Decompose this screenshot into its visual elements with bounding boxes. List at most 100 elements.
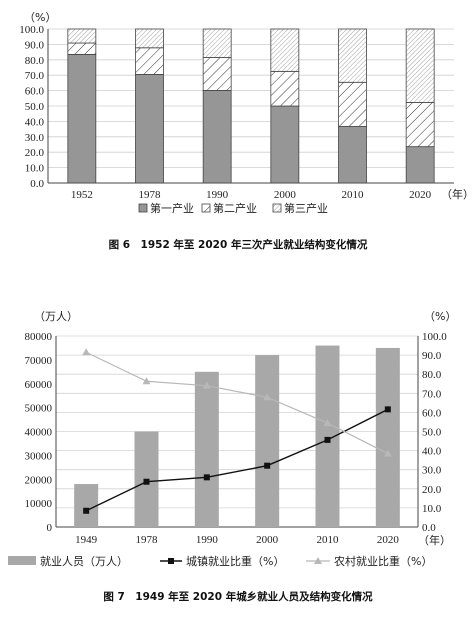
- chart2-x-unit: （年）: [418, 533, 451, 547]
- chart1-legend-label: 第二产业: [213, 201, 257, 215]
- chart1-y-unit: （%）: [24, 11, 56, 24]
- chart2-point-square: [324, 436, 331, 443]
- chart2-x-ticks: 1949 1978 1990 2000 2010 2020: [75, 534, 399, 546]
- chart1-y-tick-label: 50.0: [25, 101, 45, 113]
- chart1-y-ticks: 0.0 10.0 20.0 30.0 40.0 50.0 60.0 70.0 80.0 90.0 1…: [19, 24, 44, 190]
- chart2-point-triangle: [142, 377, 151, 385]
- chart2-y-ticks-right: 0.0 10.0 20.0 30.0 40.0 50.0 60.0 70.0 80.0 90.0 1…: [422, 331, 447, 534]
- chart2-y-tick-label-left: 30000: [25, 450, 53, 462]
- chart2-caption: 图 7 1949 年至 2020 年城乡就业人员及结构变化情况: [103, 590, 373, 603]
- chart1-bar-segment: [405, 28, 435, 103]
- chart2-y-tick-label-right: 50.0: [422, 427, 442, 439]
- chart1-bar-segment: [405, 102, 435, 148]
- chart2-point-square: [143, 478, 150, 485]
- chart2-bar: [375, 347, 400, 527]
- chart1-y-tick-label: 90.0: [25, 39, 45, 51]
- chart1-y-tick-label: 80.0: [25, 55, 45, 67]
- chart2-legend-label: 就业人员（万人）: [40, 554, 128, 568]
- chart2-y-tick-label-right: 10.0: [422, 503, 442, 515]
- chart1-bar-segment: [67, 42, 97, 55]
- chart1-bar-segment: [202, 28, 232, 58]
- chart1-bar-segment: [405, 146, 435, 184]
- chart2-x-tick-label: 1990: [196, 534, 219, 546]
- chart2-y-tick-label-left: 70000: [25, 355, 53, 367]
- chart2-point-triangle: [383, 449, 392, 457]
- chart2-point-triangle: [202, 381, 211, 389]
- chart2-point-triangle: [82, 348, 91, 356]
- chart2-series-line: [85, 408, 389, 512]
- chart1-bar-segment: [202, 90, 232, 184]
- chart2-lines: [82, 348, 392, 514]
- chart1-x-tick-label: 2000: [274, 189, 297, 201]
- chart1-bar-segment: [270, 28, 300, 72]
- chart1-bar-segment: [135, 74, 164, 184]
- chart1-legend-swatch: [138, 203, 148, 213]
- chart2-y-tick-label-left: 80000: [25, 331, 53, 343]
- chart1-bar-segment: [270, 70, 300, 107]
- chart2-x-tick-label: 1949: [75, 534, 98, 546]
- chart2-series-line: [85, 351, 389, 455]
- chart1-x-tick-label: 2010: [342, 189, 365, 201]
- chart2-y-tick-label-left: 40000: [25, 427, 53, 439]
- chart1-bar-segment: [135, 47, 164, 75]
- chart1-bar-segment: [67, 54, 97, 184]
- chart1-y-tick-label: 70.0: [25, 70, 45, 82]
- chart1-y-tick-label: 0.0: [30, 178, 44, 190]
- chart1-x-tick-label: 1952: [71, 189, 93, 201]
- chart1-y-tick-label: 40.0: [25, 116, 45, 128]
- chart2-bar: [255, 355, 280, 527]
- chart1-bar-segment: [338, 28, 367, 83]
- chart1-x-ticks: 1952 1978 1990 2000 2010 2020: [71, 189, 432, 201]
- chart1-legend: 第一产业 第二产业 第三产业: [138, 201, 328, 215]
- chart2-legend-label: 农村就业比重（%）: [334, 554, 432, 568]
- chart2-y-unit-left: （万人）: [34, 310, 78, 323]
- chart1-legend-label: 第三产业: [284, 201, 328, 215]
- chart1-y-tick-label: 20.0: [25, 147, 45, 159]
- chart1-bars: [67, 28, 435, 184]
- chart2-y-tick-label-left: 50000: [25, 403, 53, 415]
- chart-employment-structure: （%） 0.0 10.0 20.0 30.0 40.0 50.0 60.0 70.0 80.0 9…: [19, 11, 474, 251]
- chart2-y-tick-label-left: 10000: [25, 498, 53, 510]
- chart1-y-tick-label: 60.0: [25, 86, 45, 98]
- chart2-x-tick-label: 2000: [256, 534, 279, 546]
- chart2-y-tick-label-left: 60000: [25, 379, 53, 391]
- chart2-gridlines: [55, 335, 419, 528]
- chart2-y-tick-label-right: 0.0: [422, 522, 436, 534]
- chart1-y-tick-label: 100.0: [19, 24, 44, 36]
- chart1-legend-label: 第一产业: [150, 201, 194, 215]
- chart1-y-tick-label: 10.0: [25, 163, 45, 175]
- chart2-point-square: [83, 507, 90, 514]
- chart1-x-tick-label: 1990: [206, 189, 229, 201]
- chart1-bar-segment: [338, 126, 367, 184]
- chart1-legend-swatch: [201, 203, 211, 213]
- chart2-y-tick-label-right: 60.0: [422, 407, 442, 419]
- chart2-y-tick-label-right: 40.0: [422, 446, 442, 458]
- chart2-bar: [74, 484, 99, 527]
- chart2-y-tick-label-left: 0: [47, 522, 53, 534]
- chart2-y-tick-label-right: 90.0: [422, 350, 442, 362]
- chart2-legend-label: 城镇就业比重（%）: [186, 554, 284, 568]
- chart2-legend-swatch-triangle: [314, 557, 322, 564]
- chart2-point-triangle: [263, 393, 272, 401]
- chart1-bar-segment: [67, 28, 97, 44]
- chart2-bars: [74, 345, 400, 527]
- chart1-y-tick-label: 30.0: [25, 132, 45, 144]
- chart2-x-tick-label: 2020: [377, 534, 400, 546]
- chart-urban-rural-employment: （万人） （%） 0 10000 20000 30000 40000 50000 60000…: [8, 310, 456, 603]
- chart2-point-triangle: [323, 419, 332, 427]
- chart2-point-square: [384, 406, 391, 413]
- chart2-legend-swatch-bar: [8, 556, 36, 565]
- chart1-bar-segment: [270, 105, 300, 184]
- chart2-x-tick-label: 2010: [317, 534, 340, 546]
- chart2-legend: 就业人员（万人） 城镇就业比重（%） 农村就业比重（%）: [8, 554, 432, 568]
- chart2-y-tick-label-right: 80.0: [422, 369, 442, 381]
- chart2-y-tick-label-right: 30.0: [422, 465, 442, 477]
- chart1-legend-swatch: [272, 203, 282, 213]
- chart2-y-tick-label-left: 20000: [25, 474, 53, 486]
- chart1-bar-segment: [338, 81, 367, 127]
- chart1-x-tick-label: 2020: [409, 189, 432, 201]
- chart1-bar-segment: [135, 28, 164, 49]
- chart1-gridlines: [47, 28, 454, 184]
- chart1-x-tick-label: 1978: [139, 189, 162, 201]
